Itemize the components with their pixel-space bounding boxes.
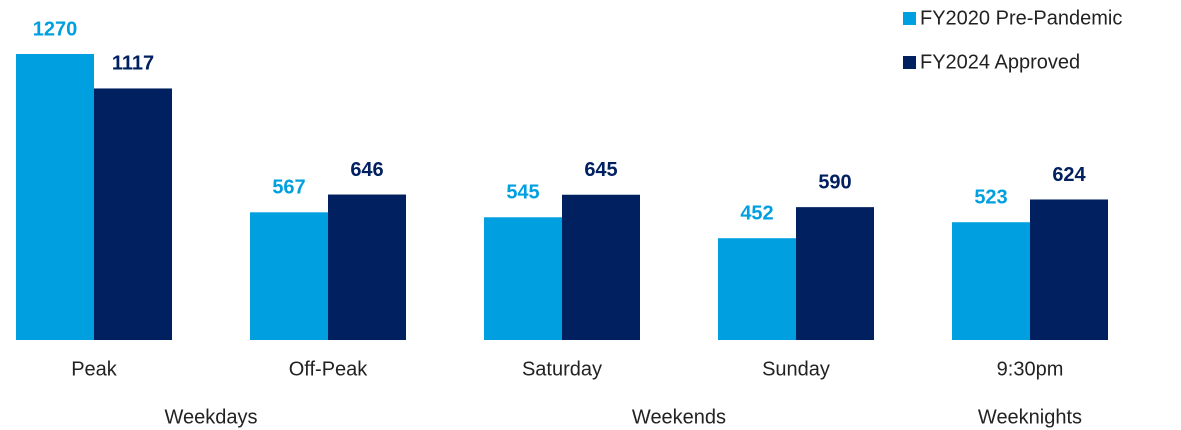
x-tick-label: Saturday: [522, 358, 602, 380]
group-label: Weeknights: [978, 406, 1082, 428]
bar: [718, 238, 796, 340]
value-label: 1117: [112, 53, 154, 75]
bar: [94, 88, 172, 341]
bar: [562, 194, 640, 340]
group-label: Weekends: [632, 406, 726, 428]
legend-label: FY2024 Approved: [920, 51, 1080, 73]
bar: [796, 207, 874, 340]
bar: [250, 212, 328, 340]
x-tick-label: 9:30pm: [997, 358, 1064, 380]
value-label: 452: [740, 202, 773, 224]
x-tick-label: Off-Peak: [289, 358, 369, 380]
value-label: 545: [506, 182, 539, 204]
value-label: 645: [584, 159, 617, 181]
bar: [328, 194, 406, 340]
x-tick-label: Peak: [71, 358, 118, 380]
legend-swatch: [903, 56, 916, 69]
value-label: 624: [1052, 164, 1086, 186]
x-tick-label: Sunday: [762, 358, 830, 380]
bar: [16, 54, 94, 340]
legend-label: FY2020 Pre-Pandemic: [920, 7, 1122, 29]
value-label: 646: [350, 159, 383, 181]
value-label: 590: [818, 171, 851, 193]
legend-swatch: [903, 12, 916, 25]
bar: [484, 217, 562, 340]
bar: [1030, 199, 1108, 340]
value-label: 1270: [33, 18, 78, 40]
value-label: 523: [974, 187, 1007, 209]
group-label: Weekdays: [164, 406, 257, 428]
value-label: 567: [272, 177, 305, 199]
bar: [952, 222, 1030, 340]
